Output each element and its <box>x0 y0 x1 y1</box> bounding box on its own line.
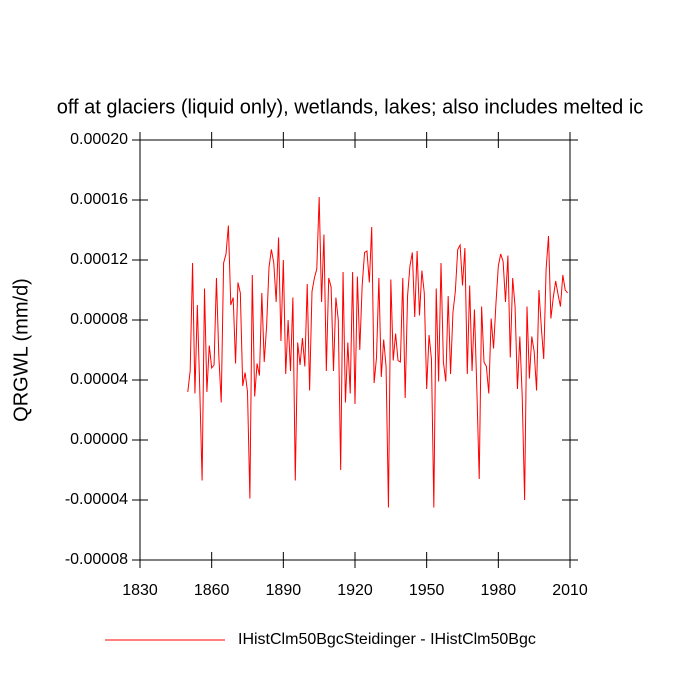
x-tick-label: 1860 <box>194 582 230 599</box>
plot-frame <box>139 139 571 561</box>
y-tick-label: -0.00004 <box>65 491 128 508</box>
x-tick-label: 1950 <box>409 582 445 599</box>
x-tick-label: 1920 <box>337 582 373 599</box>
y-tick-label: 0.00004 <box>70 371 128 388</box>
x-tick-label: 1980 <box>481 582 517 599</box>
y-tick-label: 0.00020 <box>70 131 128 148</box>
y-tick-label: 0.00000 <box>70 431 128 448</box>
y-tick-label: -0.00008 <box>65 551 128 568</box>
data-line <box>187 196 569 508</box>
legend-label: IHistClm50BgcSteidinger - IHistClm50Bgc <box>238 631 536 648</box>
x-tick-label: 1830 <box>122 582 158 599</box>
chart-title: off at glaciers (liquid only), wetlands,… <box>57 96 644 118</box>
x-tick-label: 1890 <box>266 582 302 599</box>
y-tick-label: 0.00012 <box>70 251 128 268</box>
y-axis-label: QRGWL (mm/d) <box>10 278 32 422</box>
y-tick-label: 0.00016 <box>70 191 128 208</box>
y-tick-label: 0.00008 <box>70 311 128 328</box>
x-tick-label: 2010 <box>552 582 588 599</box>
